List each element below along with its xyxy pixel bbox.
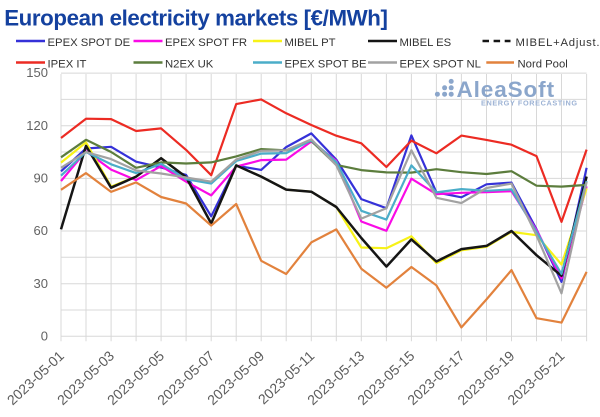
- svg-text:MIBEL PT: MIBEL PT: [285, 37, 336, 49]
- svg-text:EPEX SPOT BE: EPEX SPOT BE: [285, 58, 368, 70]
- svg-text:AleaSoft: AleaSoft: [457, 77, 555, 102]
- svg-text:N2EX UK: N2EX UK: [165, 58, 214, 70]
- svg-text:EPEX SPOT NL: EPEX SPOT NL: [400, 58, 481, 70]
- svg-text:120: 120: [26, 118, 48, 133]
- svg-text:Nord Pool: Nord Pool: [518, 58, 568, 70]
- svg-text:IPEX IT: IPEX IT: [48, 58, 87, 70]
- svg-text:EPEX SPOT DE: EPEX SPOT DE: [48, 37, 131, 49]
- svg-text:European electricity markets [: European electricity markets [€/MWh]: [4, 6, 387, 31]
- svg-text:90: 90: [34, 171, 48, 186]
- svg-text:MIBEL ES: MIBEL ES: [400, 37, 452, 49]
- svg-text:0: 0: [41, 328, 48, 343]
- svg-text:60: 60: [34, 223, 48, 238]
- svg-text:ENERGY FORECASTING: ENERGY FORECASTING: [481, 99, 578, 108]
- svg-text:30: 30: [34, 276, 48, 291]
- svg-text:MIBEL+Adjust.: MIBEL+Adjust.: [516, 37, 600, 49]
- svg-text:150: 150: [26, 65, 48, 80]
- svg-text:EPEX SPOT FR: EPEX SPOT FR: [165, 37, 247, 49]
